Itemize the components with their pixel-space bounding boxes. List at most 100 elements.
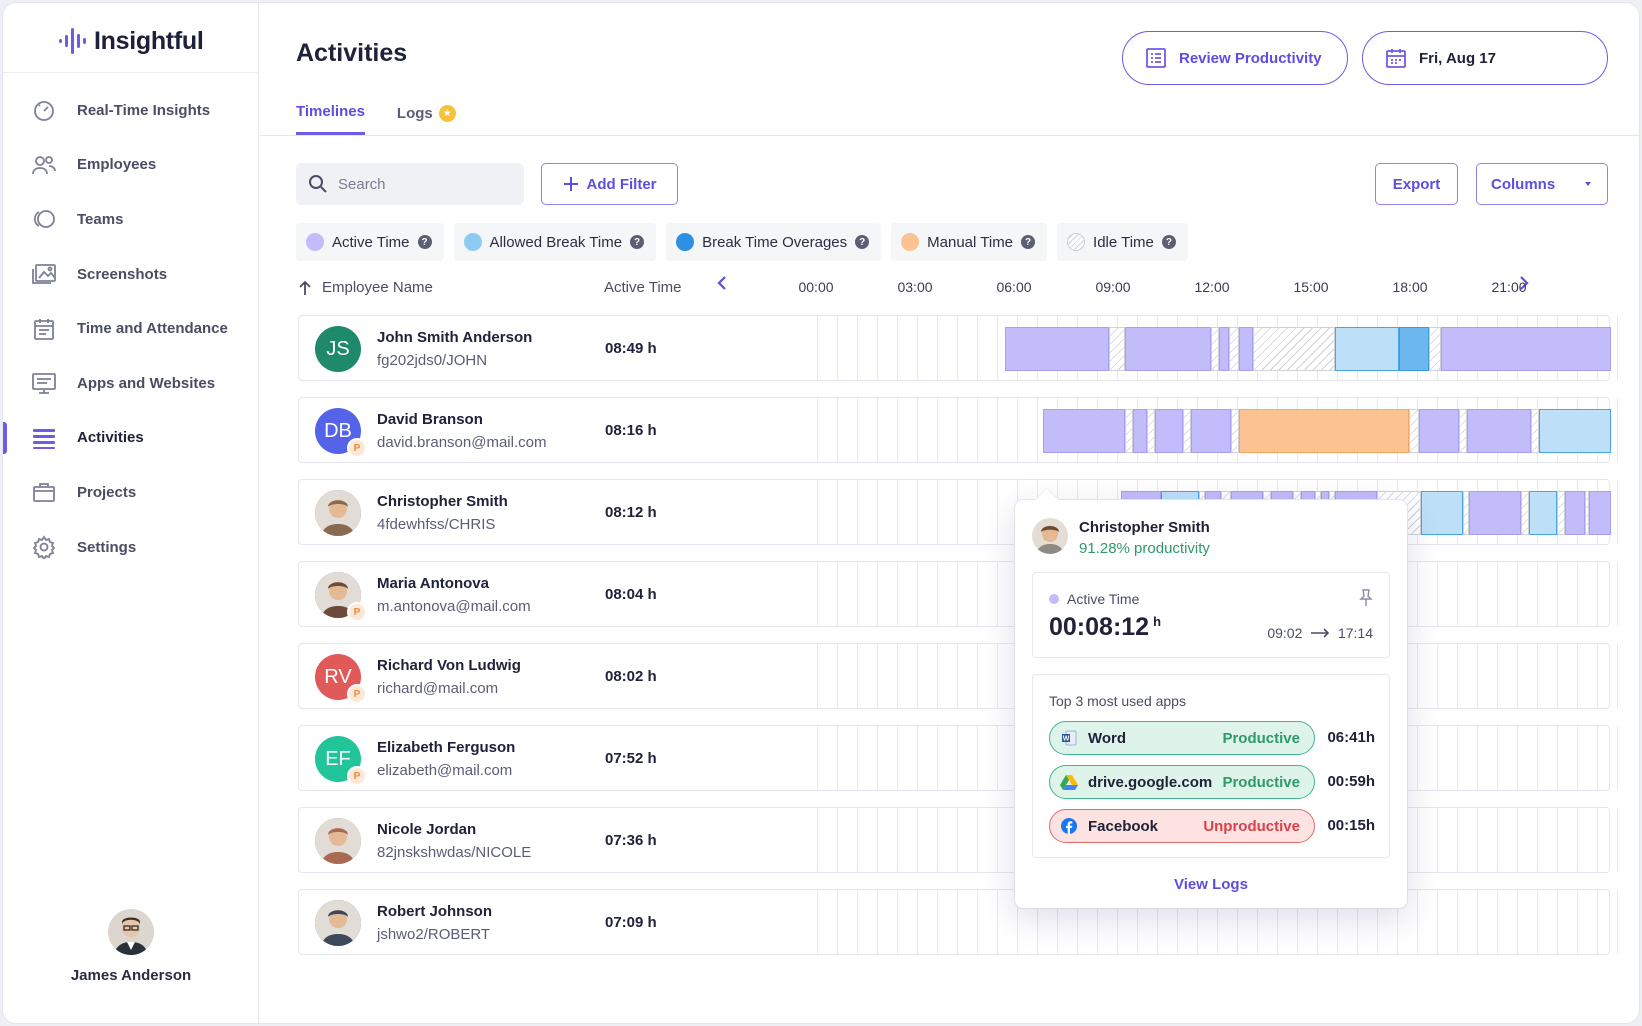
add-filter-button[interactable]: Add Filter [541,163,678,205]
timeline-gridline [977,316,978,380]
timeline-segment-idle[interactable] [1125,409,1133,453]
app-pill-word[interactable]: W Word Productive [1049,721,1315,755]
table-row[interactable]: P Maria Antonova m.antonova@mail.com 08:04 … [298,561,1618,627]
table-row[interactable]: Christopher Smith 4fdewhfss/CHRIS 08:12 h [298,479,1618,545]
date-picker-button[interactable]: Fri, Aug 17 [1362,31,1608,85]
table-row[interactable]: DB P David Branson david.branson@mail.com 08… [298,397,1618,463]
app-usage-row: drive.google.com Productive 00:59h [1049,765,1375,799]
table-row[interactable]: Robert Johnson jshwo2/ROBERT 07:09 h [298,889,1618,955]
timeline-segment-active[interactable] [1155,409,1183,453]
help-icon[interactable]: ? [855,235,870,249]
activity-timeline[interactable] [817,316,1618,380]
tab-timelines[interactable]: Timelines [296,103,365,135]
help-icon[interactable]: ? [1021,235,1036,249]
timeline-segment-active[interactable] [1005,327,1109,371]
timeline-gridline [957,890,958,954]
pin-icon[interactable] [1359,589,1373,607]
timeline-segment-active[interactable] [1565,491,1585,535]
timeline-segment-active[interactable] [1125,327,1211,371]
timeline-segment-idle[interactable] [1531,409,1539,453]
timeline-segment-active[interactable] [1219,327,1229,371]
brand-logo[interactable]: Insightful [59,23,204,59]
timeline-segment-idle[interactable] [1429,327,1441,371]
timeline-segment-idle[interactable] [1463,491,1469,535]
timeline-segment-active[interactable] [1419,409,1459,453]
timeline-segment-allowed[interactable] [1421,491,1463,535]
timeline-segment-idle[interactable] [1229,327,1239,371]
timeline-gridline [1317,890,1318,954]
timeline-segment-active[interactable] [1043,409,1125,453]
timeline-segment-idle[interactable] [1231,409,1239,453]
timeline-gridline [997,316,998,380]
legend-idle-time: Idle Time? [1057,223,1188,261]
app-pill-drive[interactable]: drive.google.com Productive [1049,765,1315,799]
employee-name: Richard Von Ludwig [377,657,521,674]
list-icon [31,425,57,451]
timeline-segment-idle[interactable] [1521,491,1529,535]
help-icon[interactable]: ? [630,235,645,249]
sidebar-item-teams[interactable]: Teams [3,192,259,247]
view-logs-link[interactable]: View Logs [1174,876,1248,893]
timeline-prev-icon[interactable] [716,275,728,291]
sidebar-item-real-time-insights[interactable]: Real-Time Insights [3,83,259,138]
table-row[interactable]: JS John Smith Anderson fg202jds0/JOHN 08:49… [298,315,1618,381]
timeline-segment-over[interactable] [1399,327,1429,371]
table-row[interactable]: EF P Elizabeth Ferguson elizabeth@mail.com 0… [298,725,1618,791]
sidebar-item-screenshots[interactable]: Screenshots [3,247,259,302]
help-icon[interactable]: ? [1161,235,1176,249]
timeline-segment-active[interactable] [1239,327,1253,371]
employee-id: 4fdewhfss/CHRIS [377,516,496,533]
timeline-segment-active[interactable] [1441,327,1611,371]
column-header-active-time[interactable]: Active Time [604,279,682,296]
timeline-gridline [957,480,958,544]
legend-allowed-break-time: Allowed Break Time? [453,223,657,261]
timeline-segment-idle[interactable] [1109,327,1125,371]
employee-id: 82jnskshwdas/NICOLE [377,844,532,861]
user-name: James Anderson [70,967,192,984]
timeline-segment-idle[interactable] [1211,327,1219,371]
sidebar-item-activities[interactable]: Activities [3,411,259,466]
table-row[interactable]: RV P Richard Von Ludwig richard@mail.com 08:… [298,643,1618,709]
help-icon[interactable]: ? [417,235,432,249]
timeline-segment-idle[interactable] [1409,409,1419,453]
timeline-segment-idle[interactable] [1183,409,1191,453]
timeline-segment-allowed[interactable] [1539,409,1611,453]
column-header-employee-name[interactable]: Employee Name [298,279,433,296]
timeline-next-icon[interactable] [1518,275,1530,291]
activity-timeline[interactable] [817,398,1618,462]
table-row[interactable]: Nicole Jordan 82jnskshwdas/NICOLE 07:36 h [298,807,1618,873]
timeline-segment-active[interactable] [1191,409,1231,453]
timeline-segment-active[interactable] [1467,409,1531,453]
timeline-segment-idle[interactable] [1147,409,1155,453]
timeline-gridline [1457,644,1458,708]
review-productivity-button[interactable]: Review Productivity [1122,31,1348,85]
sidebar-item-time-and-attendance[interactable]: Time and Attendance [3,301,259,356]
timeline-segment-active[interactable] [1133,409,1147,453]
sidebar-item-employees[interactable]: Employees [3,138,259,193]
export-button[interactable]: Export [1375,163,1458,205]
timeline-segment-active[interactable] [1589,491,1611,535]
sidebar-item-apps-and-websites[interactable]: Apps and Websites [3,356,259,411]
sidebar-item-settings[interactable]: Settings [3,520,259,575]
tab-logs[interactable]: Logs ★ [397,103,456,135]
timeline-segment-manual[interactable] [1239,409,1409,453]
timeline-segment-active[interactable] [1469,491,1521,535]
timeline-gridline [877,726,878,790]
timeline-segment-allowed[interactable] [1529,491,1557,535]
briefcase-icon [31,479,57,505]
timeline-segment-idle[interactable] [1557,491,1565,535]
timeline-gridline [977,562,978,626]
employee-active-time: 08:02 h [605,668,657,685]
teams-icon [31,206,57,232]
app-pill-facebook[interactable]: Facebook Unproductive [1049,809,1315,843]
columns-dropdown[interactable]: Columns [1476,163,1608,205]
activity-timeline[interactable] [817,890,1618,954]
sidebar-item-projects[interactable]: Projects [3,465,259,520]
user-profile[interactable]: James Anderson [3,909,259,984]
timeline-segment-allowed[interactable] [1335,327,1399,371]
timeline-segment-idle[interactable] [1459,409,1467,453]
timeline-segment-idle[interactable] [1253,327,1335,371]
sidebar-item-label: Real-Time Insights [77,101,211,119]
timeline-segment-idle[interactable] [1585,491,1589,535]
search-input[interactable] [338,175,508,193]
